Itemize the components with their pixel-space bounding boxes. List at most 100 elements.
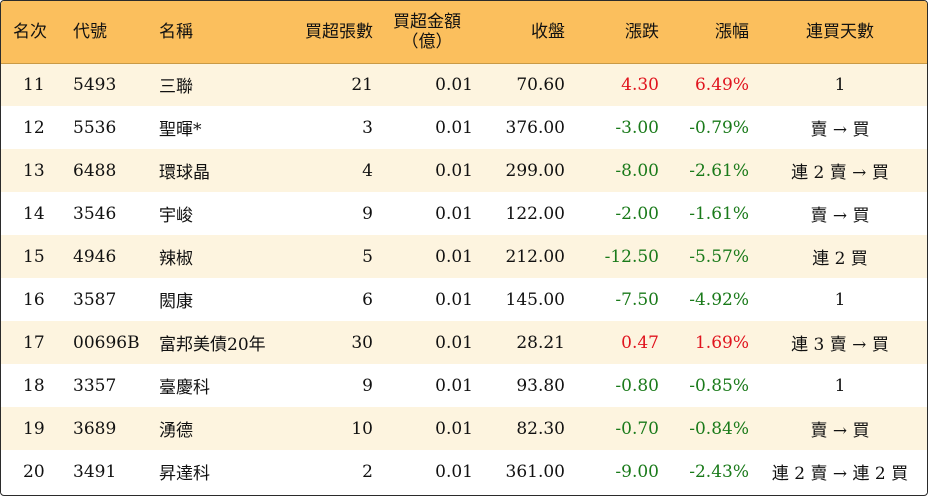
cell-name[interactable]: 富邦美債20年 (159, 335, 266, 355)
cell-net-buy-amount: 0.01 (435, 375, 473, 396)
cell-rank: 16 (23, 289, 45, 310)
cell-streak: 賣 → 買 (810, 120, 870, 140)
cell-code[interactable]: 5493 (73, 74, 117, 95)
cell-net-buy-amount: 0.01 (435, 246, 473, 267)
table-row[interactable]: 13 6488 環球晶 4 0.01 299.00 -8.00 -2.61% 連 2 賣 → 買 (1, 149, 927, 192)
table-row[interactable]: 18 3357 臺慶科 9 0.01 93.80 -0.80 -0.85% 1 (1, 364, 927, 407)
cell-close: 212.00 (505, 246, 565, 267)
cell-change-pct: 1.69% (694, 332, 749, 353)
cell-net-buy-amount: 0.01 (435, 74, 473, 95)
table-row[interactable]: 16 3587 閎康 6 0.01 145.00 -7.50 -4.92% 1 (1, 278, 927, 321)
cell-code[interactable]: 5536 (73, 117, 117, 138)
cell-change-pct: -0.84% (689, 418, 749, 439)
cell-close: 93.80 (516, 375, 565, 396)
cell-name[interactable]: 聖暉* (159, 120, 202, 140)
cell-change-pct: 6.49% (694, 74, 749, 95)
cell-change-pct: -5.57% (689, 246, 749, 267)
header-streak[interactable]: 連買天數 (753, 1, 927, 64)
cell-streak: 1 (834, 375, 846, 396)
cell-net-buy-amount: 0.01 (435, 203, 473, 224)
table-row[interactable]: 15 4946 辣椒 5 0.01 212.00 -12.50 -5.57% 連 2 買 (1, 235, 927, 278)
cell-name[interactable]: 湧德 (159, 421, 193, 441)
cell-change: -12.50 (604, 246, 659, 267)
header-net-buy-amount-line2: （億） (401, 31, 453, 52)
cell-change: -9.00 (615, 461, 659, 482)
cell-net-buy-lots: 9 (362, 375, 373, 396)
cell-code[interactable]: 3357 (73, 375, 117, 396)
cell-streak: 賣 → 買 (810, 421, 870, 441)
cell-net-buy-lots: 4 (362, 160, 373, 181)
cell-rank: 17 (23, 332, 45, 353)
cell-streak: 1 (834, 74, 846, 95)
cell-name[interactable]: 辣椒 (159, 249, 193, 269)
cell-close: 28.21 (516, 332, 565, 353)
cell-net-buy-amount: 0.01 (435, 418, 473, 439)
table-row[interactable]: 19 3689 湧德 10 0.01 82.30 -0.70 -0.84% 賣 → 買 (1, 407, 927, 450)
table-row[interactable]: 14 3546 宇峻 9 0.01 122.00 -2.00 -1.61% 賣 → 買 (1, 192, 927, 235)
table-header: 名次 代號 名稱 買超張數 買超金額 （億） 收盤 漲跌 漲幅 連買天數 (1, 1, 927, 64)
cell-close: 376.00 (505, 117, 565, 138)
cell-name[interactable]: 三聯 (159, 77, 193, 98)
cell-close: 299.00 (505, 160, 565, 181)
cell-change-pct: -4.92% (689, 289, 749, 310)
cell-net-buy-lots: 30 (351, 332, 373, 353)
cell-change: 0.47 (621, 332, 659, 353)
header-row: 名次 代號 名稱 買超張數 買超金額 （億） 收盤 漲跌 漲幅 連買天數 (1, 1, 927, 64)
cell-net-buy-amount: 0.01 (435, 461, 473, 482)
header-change[interactable]: 漲跌 (569, 1, 663, 64)
cell-name[interactable]: 宇峻 (159, 206, 193, 226)
cell-code[interactable]: 6488 (73, 160, 117, 181)
cell-streak: 連 3 賣 → 買 (791, 335, 889, 355)
cell-close: 70.60 (516, 74, 565, 95)
cell-rank: 11 (23, 74, 45, 95)
cell-streak: 連 2 賣 → 連 2 買 (771, 464, 909, 484)
cell-code[interactable]: 00696B (73, 332, 140, 353)
cell-change: 4.30 (621, 74, 659, 95)
cell-close: 82.30 (516, 418, 565, 439)
cell-name[interactable]: 臺慶科 (159, 378, 210, 398)
header-close[interactable]: 收盤 (477, 1, 569, 64)
cell-name[interactable]: 昇達科 (159, 464, 210, 484)
cell-change: -8.00 (615, 160, 659, 181)
cell-change-pct: -0.85% (689, 375, 749, 396)
table-row[interactable]: 11 5493 三聯 21 0.01 70.60 4.30 6.49% 1 (1, 63, 927, 106)
cell-code[interactable]: 4946 (73, 246, 117, 267)
header-net-buy-lots[interactable]: 買超張數 (281, 1, 377, 64)
cell-change: -0.70 (615, 418, 659, 439)
header-rank[interactable]: 名次 (1, 1, 63, 64)
header-net-buy-amount[interactable]: 買超金額 （億） (377, 1, 477, 64)
cell-rank: 13 (23, 160, 45, 181)
cell-rank: 15 (23, 246, 45, 267)
cell-code[interactable]: 3546 (73, 203, 117, 224)
table-row[interactable]: 20 3491 昇達科 2 0.01 361.00 -9.00 -2.43% 連 2 賣 → 連… (1, 450, 927, 493)
cell-name[interactable]: 閎康 (159, 292, 193, 312)
cell-change-pct: -1.61% (689, 203, 749, 224)
header-net-buy-amount-line1: 買超金額 (393, 11, 461, 32)
cell-rank: 18 (23, 375, 45, 396)
cell-net-buy-amount: 0.01 (435, 117, 473, 138)
cell-name[interactable]: 環球晶 (159, 163, 210, 183)
cell-close: 122.00 (505, 203, 565, 224)
header-code[interactable]: 代號 (63, 1, 149, 64)
cell-change-pct: -2.43% (689, 461, 749, 482)
cell-net-buy-amount: 0.01 (435, 332, 473, 353)
cell-change: -2.00 (615, 203, 659, 224)
cell-net-buy-lots: 2 (362, 461, 373, 482)
header-change-pct[interactable]: 漲幅 (663, 1, 753, 64)
cell-change: -0.80 (615, 375, 659, 396)
cell-code[interactable]: 3587 (73, 289, 117, 310)
cell-streak: 連 2 買 (812, 249, 868, 269)
table-row[interactable]: 12 5536 聖暉* 3 0.01 376.00 -3.00 -0.79% 賣 → 買 (1, 106, 927, 149)
cell-change-pct: -2.61% (689, 160, 749, 181)
cell-code[interactable]: 3689 (73, 418, 117, 439)
cell-change: -3.00 (615, 117, 659, 138)
table-row[interactable]: 17 00696B 富邦美債20年 30 0.01 28.21 0.47 1.69% 連 3 賣… (1, 321, 927, 364)
cell-rank: 12 (23, 117, 45, 138)
cell-close: 145.00 (505, 289, 565, 310)
cell-code[interactable]: 3491 (73, 461, 117, 482)
cell-net-buy-lots: 3 (362, 117, 373, 138)
cell-net-buy-amount: 0.01 (435, 289, 473, 310)
header-name[interactable]: 名稱 (149, 1, 281, 64)
cell-streak: 賣 → 買 (810, 206, 870, 226)
